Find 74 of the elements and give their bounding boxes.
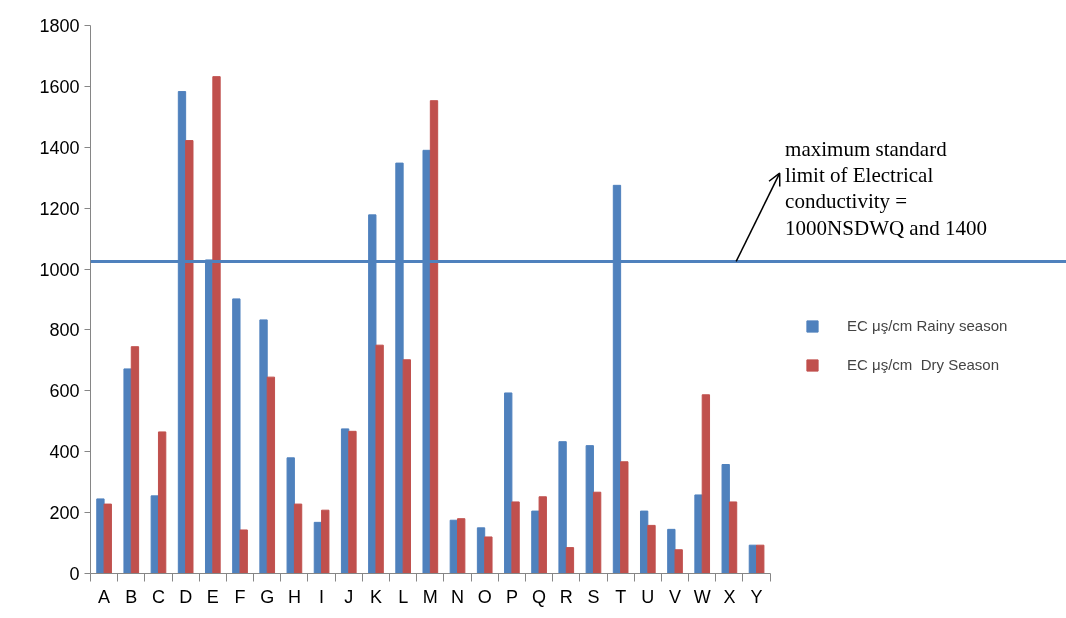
bar xyxy=(150,495,159,574)
x-tick-label: G xyxy=(260,586,275,607)
x-tick-label: S xyxy=(587,586,600,607)
y-tick-label: 1800 xyxy=(39,16,80,36)
bar xyxy=(103,503,112,574)
bar xyxy=(457,518,466,574)
bar xyxy=(674,549,683,574)
bar xyxy=(212,76,221,574)
bar xyxy=(429,100,439,574)
bar xyxy=(585,445,594,574)
bar xyxy=(511,501,520,574)
bar xyxy=(558,441,567,574)
x-tick-label: X xyxy=(723,586,736,607)
y-tick-label: 1400 xyxy=(39,137,80,158)
y-tick-label: 800 xyxy=(49,320,80,341)
x-tick-label: T xyxy=(615,586,627,607)
x-tick-label: K xyxy=(369,586,382,607)
x-tick-label: J xyxy=(344,586,354,607)
x-tick-label: Q xyxy=(532,586,547,607)
x-tick-label: D xyxy=(179,586,193,607)
x-tick-label: F xyxy=(234,586,246,607)
bar xyxy=(694,494,703,574)
bar xyxy=(232,298,241,574)
bar xyxy=(538,496,547,574)
x-tick-label: U xyxy=(641,586,655,607)
bar xyxy=(620,461,629,574)
x-tick-label: R xyxy=(559,586,573,607)
legend-label: EC μş/cm Rainy season xyxy=(847,317,1008,334)
x-tick-label: O xyxy=(477,586,492,607)
bar xyxy=(321,509,330,574)
x-tick-label: H xyxy=(287,586,301,607)
bar xyxy=(123,368,132,574)
y-tick-label: 1000 xyxy=(39,259,80,280)
bar xyxy=(756,544,765,574)
x-tick-label: C xyxy=(151,586,165,607)
x-tick-label: E xyxy=(206,586,219,607)
y-tick-label: 1600 xyxy=(39,76,80,97)
y-tick-label: 0 xyxy=(69,564,80,584)
bar xyxy=(266,376,276,574)
y-tick-label: 200 xyxy=(49,503,80,524)
y-tick-label: 400 xyxy=(49,442,80,463)
bar xyxy=(647,524,656,574)
bar xyxy=(592,491,602,574)
x-tick-label: V xyxy=(669,586,682,607)
bar xyxy=(728,501,738,574)
bar xyxy=(259,319,268,574)
x-tick-label: A xyxy=(98,586,111,607)
x-tick-label: N xyxy=(451,586,465,607)
x-tick-label: L xyxy=(398,586,409,607)
bar xyxy=(701,394,711,574)
bar xyxy=(348,430,357,574)
bar xyxy=(239,529,248,574)
x-tick-label: B xyxy=(125,586,138,607)
x-tick-label: Y xyxy=(750,586,763,607)
bar xyxy=(286,457,295,574)
bar xyxy=(484,536,493,574)
x-tick-label: M xyxy=(422,586,438,607)
bar xyxy=(375,344,384,574)
x-tick-label: I xyxy=(319,586,325,607)
annotation: maximum standard limit of Electrical conductivity = 1000NSDWQ and 1400 xyxy=(785,136,987,240)
bar xyxy=(130,346,140,574)
bar xyxy=(667,528,676,574)
bar xyxy=(504,392,513,574)
bar xyxy=(185,140,194,574)
x-tick-label: W xyxy=(693,586,711,607)
bar xyxy=(157,431,167,574)
bar xyxy=(565,547,575,574)
legend-label: EC μş/cm Dry Season xyxy=(847,356,1000,373)
y-tick-label: 600 xyxy=(49,381,80,402)
bar xyxy=(293,503,303,574)
bar xyxy=(402,359,411,574)
y-tick-label: 1200 xyxy=(39,198,80,219)
x-tick-label: P xyxy=(505,586,518,607)
bar xyxy=(721,464,730,574)
